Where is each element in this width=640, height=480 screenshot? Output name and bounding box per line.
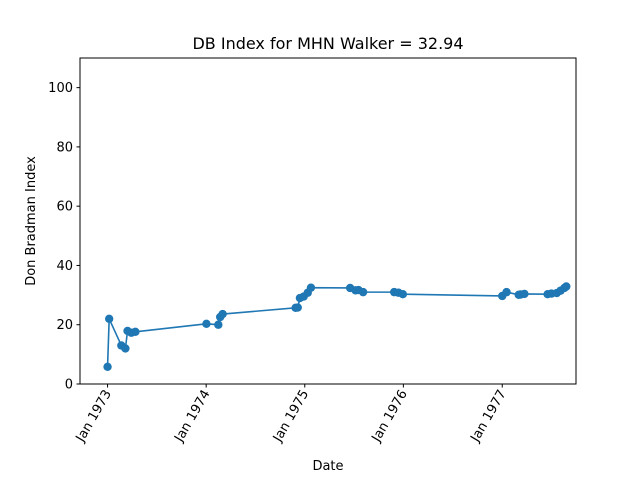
data-point [218,309,227,319]
data-point [293,303,302,312]
data-point [104,314,114,323]
data-point [502,287,511,297]
data-point [121,344,130,353]
data-point [202,319,211,329]
data-point [398,290,408,299]
y-tick-label: 60 [56,200,73,215]
y-tick-label: 0 [65,378,73,393]
y-tick-label: 40 [56,259,73,274]
x-axis-label: Date [312,459,343,474]
data-point [520,289,529,299]
data-point [214,320,223,329]
y-tick-label: 20 [56,318,73,333]
plot-frame [79,57,577,385]
y-axis-label: Don Bradman Index [24,156,39,286]
data-point [358,287,368,297]
data-point [131,327,140,337]
chart-title: DB Index for MHN Walker = 32.94 [192,34,463,53]
y-tick-label: 80 [56,140,73,155]
y-tick-label: 100 [48,81,73,96]
series-group [103,282,571,372]
data-point [562,282,571,291]
plot-area [80,58,576,384]
data-point [306,283,316,292]
y-axis: 0 20 40 60 80 100 [48,81,80,393]
data-point [103,362,112,372]
